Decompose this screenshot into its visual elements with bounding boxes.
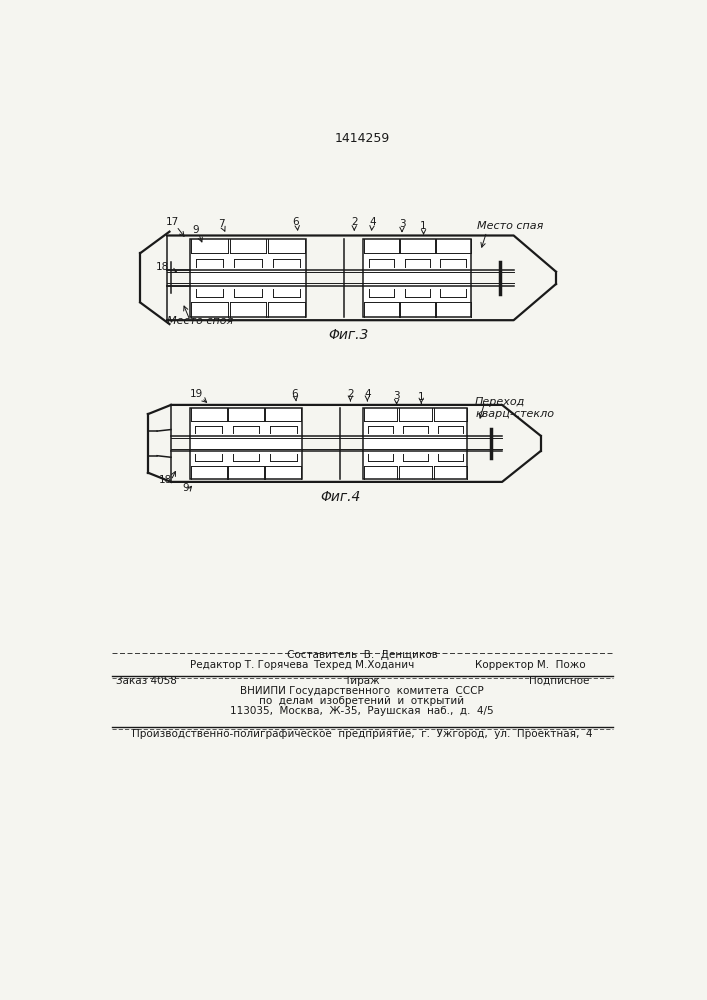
- Bar: [190, 408, 302, 479]
- Text: 2: 2: [351, 217, 358, 227]
- Text: 3: 3: [393, 391, 400, 401]
- Text: Φиг.3: Φиг.3: [328, 328, 368, 342]
- Bar: [363, 408, 467, 479]
- Text: Составитель  В.  Денщиков: Составитель В. Денщиков: [286, 650, 438, 660]
- Text: 1: 1: [418, 392, 425, 402]
- Text: 2: 2: [347, 389, 354, 399]
- Text: 113035,  Москва,  Ж-35,  Раушская  наб.,  д.  4/5: 113035, Москва, Ж-35, Раушская наб., д. …: [230, 706, 493, 716]
- Text: 7: 7: [218, 219, 224, 229]
- Text: ВНИИПИ Государственного  комитета  СССР: ВНИИПИ Государственного комитета СССР: [240, 686, 484, 696]
- Text: 1: 1: [420, 221, 427, 231]
- Text: 9: 9: [192, 225, 199, 235]
- Text: Переход
кварц-стекло: Переход кварц-стекло: [475, 397, 554, 419]
- Text: Техред М.Ходанич: Техред М.Ходанич: [313, 660, 414, 670]
- Text: Место спая: Место спая: [477, 221, 544, 231]
- Text: 1414259: 1414259: [334, 132, 390, 145]
- Text: 3: 3: [399, 219, 405, 229]
- Bar: [190, 239, 305, 317]
- Text: Тираж: Тираж: [344, 676, 380, 686]
- Text: Φиг.4: Φиг.4: [320, 490, 361, 504]
- Text: по  делам  изобретений  и  открытий: по делам изобретений и открытий: [259, 696, 464, 706]
- Text: 17: 17: [166, 217, 179, 227]
- Text: 19: 19: [189, 389, 203, 399]
- Text: Производственно-полиграфическое  предприятие,  г.  Ужгород,  ул.  Проектная,  4: Производственно-полиграфическое предприя…: [132, 729, 592, 739]
- Bar: [363, 239, 472, 317]
- Text: 6: 6: [291, 389, 298, 399]
- Text: 6: 6: [293, 217, 299, 227]
- Text: Место споя: Место споя: [167, 316, 233, 326]
- Text: Заказ 4058: Заказ 4058: [115, 676, 177, 686]
- Text: Корректор М.  Пожо: Корректор М. Пожо: [475, 660, 586, 670]
- Text: 18: 18: [159, 475, 173, 485]
- Text: 18: 18: [156, 262, 169, 272]
- Text: 4: 4: [364, 389, 370, 399]
- Text: 4: 4: [370, 217, 376, 227]
- Text: 9: 9: [182, 483, 189, 493]
- Text: Подписное: Подписное: [529, 676, 590, 686]
- Text: Редактор Т. Горячева: Редактор Т. Горячева: [190, 660, 309, 670]
